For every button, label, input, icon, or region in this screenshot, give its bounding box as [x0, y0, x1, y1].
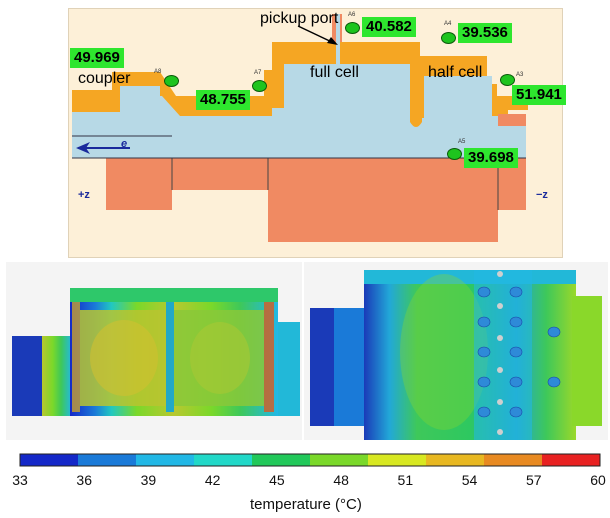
thermal-render-left-image — [12, 288, 300, 416]
sensor-a5-icon — [447, 148, 462, 160]
minus-z-label: −z — [536, 189, 548, 201]
coupler-arm — [120, 86, 160, 98]
sensor-a6-icon — [345, 22, 360, 34]
colorbar-segment — [194, 454, 252, 466]
colorbar-outline — [19, 453, 601, 467]
colorbar-segment — [368, 454, 426, 466]
colorbar-tick-label: 51 — [397, 472, 414, 488]
colorbar-tick-label: 45 — [269, 472, 285, 488]
cavity-region — [72, 64, 526, 158]
copper-block-2 — [172, 158, 268, 190]
sensor-a8-icon — [164, 75, 179, 87]
sensor-a5-value: 39.698 — [464, 148, 518, 168]
beam-arrowhead — [76, 142, 90, 154]
colorbar-tick-label: 48 — [333, 472, 349, 488]
colorbar-tick-label: 57 — [525, 472, 542, 488]
sensor-a3-icon — [500, 74, 515, 86]
sensor-a6-value: 40.582 — [362, 17, 416, 37]
sensor-a7-icon — [252, 80, 267, 92]
pickup-port-label: pickup port — [260, 10, 339, 27]
colorbar-title: temperature (°C) — [250, 496, 362, 513]
cross-section-diagram — [72, 14, 528, 242]
colorbar-tick-label: 33 — [12, 472, 28, 488]
colorbar-segment — [426, 454, 484, 466]
copper-block-1 — [106, 158, 172, 210]
thermal-render-right-image — [310, 270, 602, 440]
sensor-a3-value: 51.941 — [512, 85, 566, 105]
full-cell-label: full cell — [310, 64, 359, 81]
colorbar-segment — [136, 454, 194, 466]
colorbar-segment — [542, 454, 600, 466]
coupler-label: coupler — [78, 70, 131, 87]
colorbar-tick-label: 39 — [140, 472, 157, 488]
colorbar-tick-label: 36 — [76, 472, 93, 488]
colorbar — [19, 453, 601, 467]
colorbar-segment — [484, 454, 542, 466]
sensor-a8-id: A8 — [154, 69, 162, 75]
sensor-a6-id: A6 — [348, 12, 356, 18]
sensor-a8-value: 49.969 — [70, 48, 124, 68]
colorbar-segment — [310, 454, 368, 466]
sensor-a7-value: 48.755 — [196, 90, 250, 110]
colorbar-segment — [20, 454, 78, 466]
colorbar-tick-label: 42 — [204, 472, 221, 488]
sensor-a4-id: A4 — [444, 21, 452, 27]
sensor-a3-id: A3 — [516, 72, 524, 78]
sensor-a5-id: A5 — [458, 139, 466, 145]
sensor-a4-icon — [441, 32, 456, 44]
copper-block-3 — [268, 158, 498, 242]
sensor-a4-value: 39.536 — [458, 23, 512, 43]
half-cell-label: half cell — [428, 64, 483, 81]
colorbar-segment — [252, 454, 310, 466]
full-cell-iris — [410, 64, 422, 127]
beam-label: e — [121, 138, 128, 150]
plus-z-label: +z — [78, 189, 90, 201]
sensor-a7-id: A7 — [254, 70, 262, 76]
copper-top-right — [498, 114, 526, 126]
pickup-port-hole — [336, 14, 340, 64]
colorbar-tick-label: 54 — [461, 472, 478, 488]
colorbar-tick-label: 60 — [590, 472, 606, 488]
colorbar-segment — [78, 454, 136, 466]
